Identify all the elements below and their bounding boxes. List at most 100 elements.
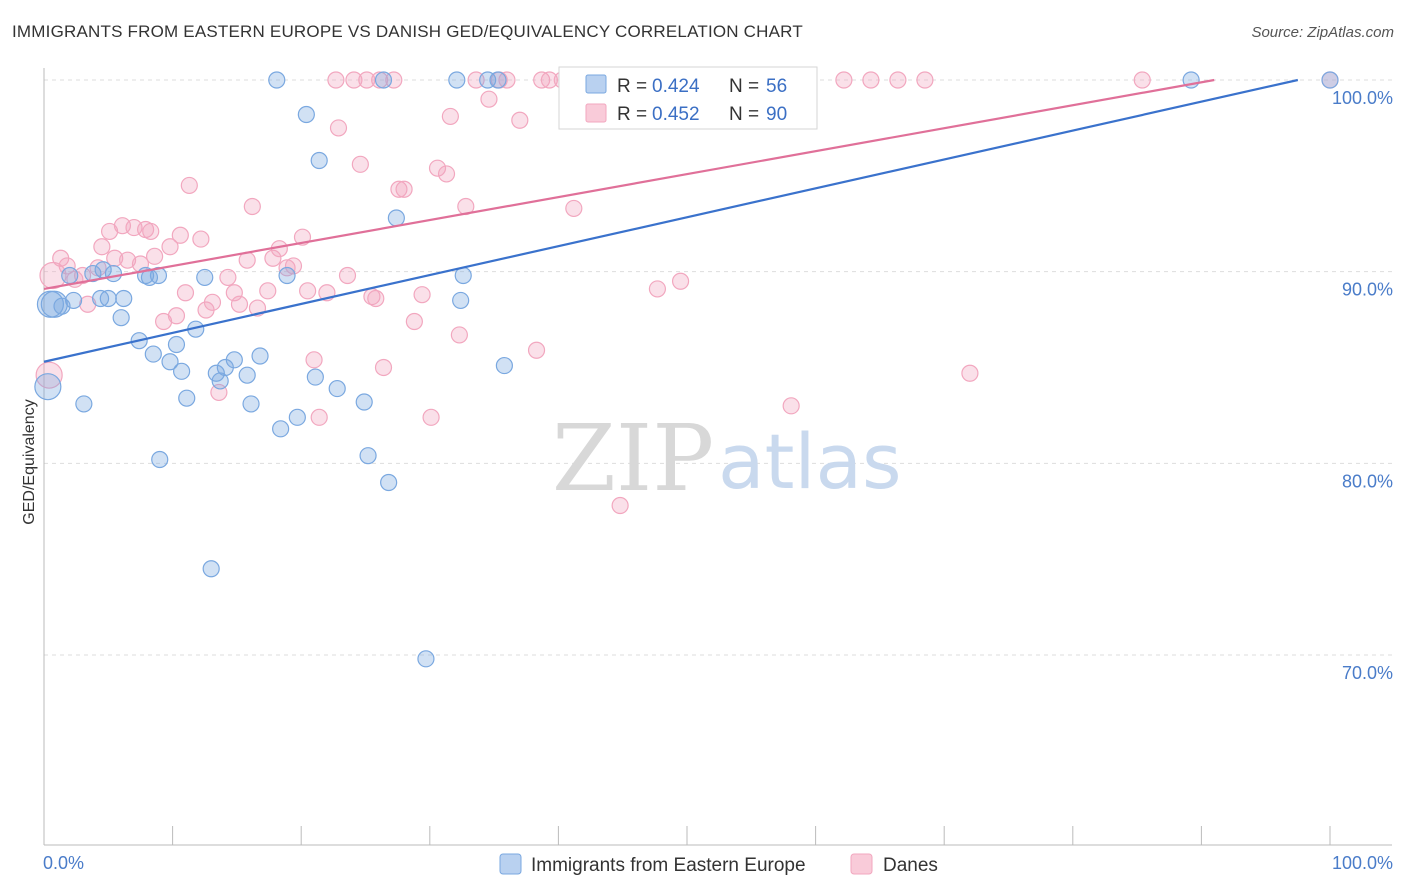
source-credit: Source: ZipAtlas.com (1251, 24, 1394, 41)
x-tick-label-1: 100.0% (1332, 853, 1393, 873)
point-danes-30 (230, 295, 249, 313)
stats-r-value-1: 0.424 (652, 76, 700, 97)
point-danes-56 (395, 180, 413, 198)
stats-r-label-2: R = (617, 104, 647, 125)
point-danes-24 (192, 230, 210, 248)
point-eastern-europe-18 (151, 450, 169, 469)
point-eastern-europe-41 (355, 393, 373, 411)
point-danes-48 (351, 155, 369, 173)
stats-n-label-1: N = (729, 76, 759, 97)
point-danes-85 (889, 71, 907, 89)
data-points (34, 71, 1339, 668)
point-danes-40 (299, 282, 317, 300)
point-eastern-europe-39 (310, 151, 328, 170)
point-danes-51 (367, 289, 385, 308)
point-eastern-europe-31 (242, 395, 260, 413)
trend-lines (43, 78, 1299, 363)
point-danes-45 (329, 119, 348, 137)
point-eastern-europe-38 (306, 368, 324, 386)
stats-n-label-2: N = (729, 104, 759, 125)
stats-n-value-2: 90 (766, 104, 787, 125)
legend-label-eastern-europe: Immigrants from Eastern Europe (531, 855, 806, 876)
point-danes-3 (58, 257, 76, 275)
point-danes-5 (73, 266, 92, 285)
point-eastern-europe-32 (251, 347, 269, 365)
point-danes-41 (305, 351, 323, 369)
point-danes-38 (284, 257, 303, 275)
point-danes-84 (862, 71, 880, 89)
stats-r-value-2: 0.452 (652, 104, 700, 125)
point-danes-20 (167, 307, 186, 325)
y-tick-label-2: 80.0% (1342, 471, 1393, 491)
point-danes-82 (782, 397, 800, 415)
point-eastern-europe-35 (278, 266, 296, 285)
point-eastern-europe-0 (34, 373, 62, 401)
point-danes-70 (527, 341, 546, 359)
stats-swatch-eastern-europe (585, 74, 607, 94)
stats-r-label-1: R = (617, 76, 647, 97)
point-eastern-europe-3 (64, 291, 83, 310)
point-eastern-europe-21 (173, 362, 191, 380)
point-danes-62 (441, 107, 459, 126)
point-danes-23 (180, 176, 198, 195)
point-eastern-europe-52 (495, 356, 513, 375)
point-danes-58 (413, 286, 431, 304)
point-eastern-europe-6 (84, 264, 102, 283)
point-danes-32 (243, 197, 261, 216)
point-danes-69 (511, 111, 529, 129)
point-eastern-europe-25 (202, 560, 220, 578)
point-danes-8 (93, 238, 111, 256)
point-danes-46 (338, 266, 357, 285)
watermark-zip: ZIP (552, 405, 714, 512)
point-eastern-europe-11 (112, 309, 130, 327)
y-axis-label: GED/Equivalency (21, 399, 38, 524)
point-danes-26 (203, 293, 222, 311)
stats-n-value-1: 56 (766, 76, 787, 97)
watermark-atlas: atlas (718, 417, 902, 506)
point-danes-34 (259, 282, 277, 300)
point-danes-57 (405, 312, 423, 331)
point-eastern-europe-12 (115, 289, 133, 308)
point-danes-52 (371, 71, 389, 89)
point-eastern-europe-48 (452, 291, 470, 310)
point-danes-76 (611, 496, 629, 515)
point-danes-42 (310, 408, 328, 426)
point-eastern-europe-5 (61, 266, 79, 285)
point-danes-21 (171, 226, 189, 244)
point-eastern-europe-54 (1321, 71, 1339, 89)
point-eastern-europe-36 (288, 408, 306, 426)
axes (43, 68, 1392, 846)
point-danes-60 (428, 159, 447, 177)
point-danes-61 (437, 165, 456, 183)
point-danes-72 (540, 71, 558, 89)
point-danes-16 (142, 222, 160, 241)
point-danes-47 (345, 71, 363, 89)
x-tick-label-0: 0.0% (43, 853, 84, 873)
y-tick-label-1: 90.0% (1342, 280, 1393, 300)
point-danes-49 (358, 71, 376, 89)
trend-line-eastern-europe (43, 78, 1299, 363)
point-eastern-europe-20 (167, 335, 186, 354)
stats-legend: R = 0.424 N = 56 R = 0.452 N = 90 (558, 66, 818, 130)
point-eastern-europe-34 (272, 420, 290, 438)
point-danes-77 (648, 280, 667, 298)
legend-swatch-danes (850, 853, 873, 875)
point-eastern-europe-40 (328, 379, 346, 398)
legend-label-danes: Danes (883, 855, 938, 876)
point-eastern-europe-42 (359, 447, 377, 465)
point-danes-44 (327, 71, 345, 89)
point-eastern-europe-46 (417, 650, 435, 668)
point-eastern-europe-22 (178, 389, 196, 407)
point-eastern-europe-55 (36, 290, 65, 318)
legend-swatch-eastern-europe (499, 853, 522, 875)
point-eastern-europe-45 (387, 209, 405, 227)
point-eastern-europe-24 (196, 268, 214, 287)
point-danes-53 (374, 358, 393, 377)
point-danes-88 (1133, 71, 1151, 89)
point-eastern-europe-51 (489, 71, 507, 89)
chart-title: IMMIGRANTS FROM EASTERN EUROPE VS DANISH… (12, 22, 803, 41)
y-tick-label-3: 70.0% (1342, 663, 1393, 683)
trend-line-danes (43, 78, 1215, 290)
point-eastern-europe-19 (161, 353, 179, 371)
